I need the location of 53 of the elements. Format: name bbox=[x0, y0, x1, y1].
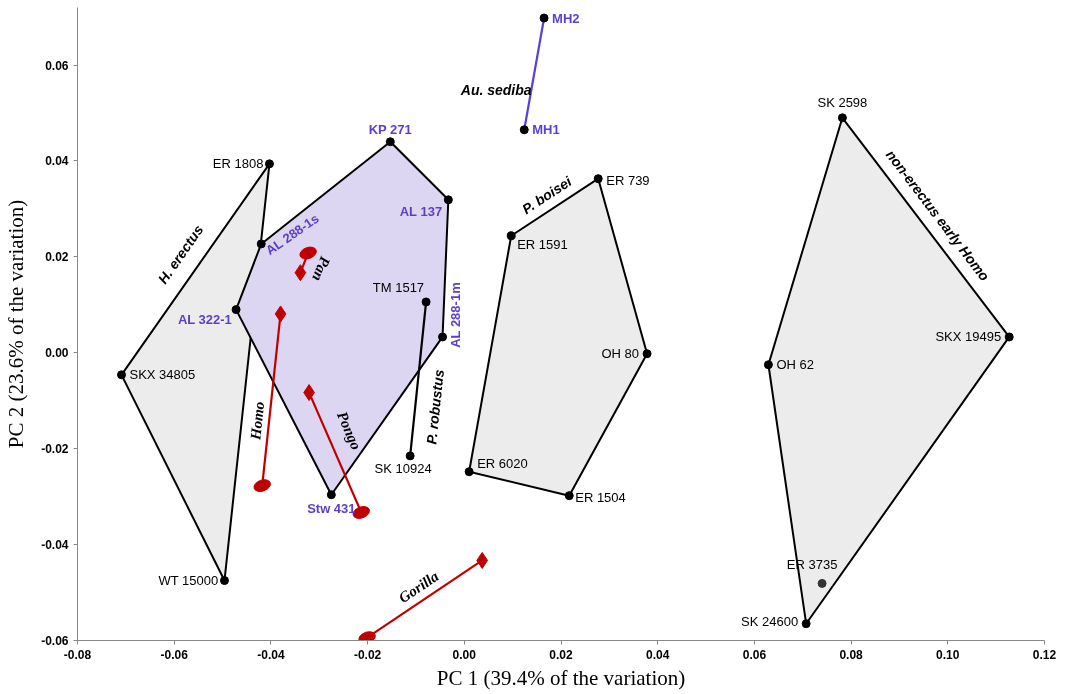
data-label: ER 1591 bbox=[517, 237, 568, 253]
data-label: TM 1517 bbox=[372, 280, 425, 296]
x-axis-title: PC 1 (39.4% of the variation) bbox=[436, 665, 686, 690]
data-label: MH1 bbox=[532, 122, 560, 138]
text: Pongo bbox=[333, 408, 365, 453]
data-label: Stw 431 bbox=[307, 501, 356, 517]
data-label: OH 62 bbox=[776, 357, 814, 373]
data-label: WT 15000 bbox=[158, 573, 219, 589]
data-label: SKX 19495 bbox=[935, 329, 1002, 345]
x-tick-label: 0.10 bbox=[936, 647, 960, 662]
data-label: SKX 34805 bbox=[129, 367, 196, 383]
data-label: SK 10924 bbox=[374, 461, 432, 477]
data-label: ER 1808 bbox=[212, 156, 264, 172]
y-tick-label: 0.00 bbox=[45, 346, 69, 361]
data-label: SK 2598 bbox=[817, 95, 868, 111]
text: Pan bbox=[309, 254, 334, 284]
x-tick-label: 0.04 bbox=[646, 647, 670, 662]
y-axis-title: PC 2 (23.6% of the variation) bbox=[4, 199, 29, 449]
x-tick-label: -0.06 bbox=[160, 647, 189, 662]
x-tick-label: -0.08 bbox=[63, 647, 92, 662]
data-label: ER 739 bbox=[606, 173, 650, 189]
data-label: OH 80 bbox=[601, 346, 640, 362]
point bbox=[253, 479, 271, 493]
x-tick-label: -0.02 bbox=[353, 647, 382, 662]
y-tick-label: -0.02 bbox=[41, 442, 69, 457]
y-tick-label: 0.02 bbox=[45, 250, 69, 265]
x-tick-label: 0.12 bbox=[1032, 647, 1057, 662]
y-tick-label: 0.04 bbox=[45, 154, 69, 169]
point bbox=[274, 305, 287, 323]
x-tick-label: 0.06 bbox=[742, 647, 767, 662]
data-label: ER 6020 bbox=[477, 456, 528, 472]
data-label: AL 137 bbox=[399, 204, 443, 220]
point bbox=[405, 451, 415, 461]
y-tick-label: 0.06 bbox=[45, 58, 69, 73]
x-tick-label: 0.08 bbox=[839, 647, 864, 662]
point bbox=[476, 551, 489, 569]
y-tick-label: -0.04 bbox=[41, 538, 69, 553]
data-label: ER 1504 bbox=[575, 490, 626, 506]
data-label: AL 322-1 bbox=[177, 312, 232, 328]
data-label: KP 271 bbox=[368, 122, 412, 138]
data-label: MH2 bbox=[552, 10, 580, 26]
data-label: AL 288-1m bbox=[448, 282, 464, 348]
series-label: Au. sediba bbox=[459, 81, 532, 98]
x-tick-label: -0.04 bbox=[257, 647, 285, 662]
point bbox=[294, 264, 307, 282]
data-label: SK 24600 bbox=[741, 614, 799, 630]
point bbox=[817, 578, 827, 588]
text: Homo bbox=[247, 400, 268, 442]
text: P. robustus bbox=[423, 368, 447, 446]
point bbox=[421, 297, 431, 307]
y-tick-label: -0.06 bbox=[41, 634, 69, 648]
x-tick-label: 0.00 bbox=[452, 647, 477, 662]
x-tick-label: 0.02 bbox=[549, 647, 573, 662]
